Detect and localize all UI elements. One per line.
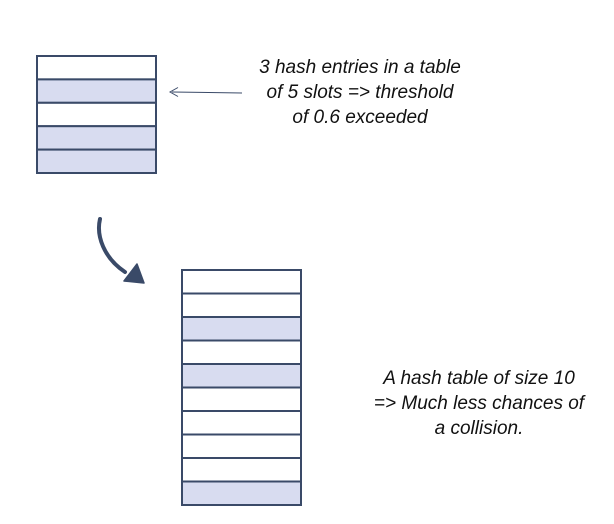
small-hash-table <box>36 55 157 175</box>
large-hash-table <box>181 269 302 506</box>
hash-slot-empty <box>181 292 302 318</box>
hash-slot-filled <box>36 125 157 151</box>
large-table-caption: A hash table of size 10 => Much less cha… <box>348 366 610 441</box>
hash-slot-empty <box>181 410 302 436</box>
caption-line: of 0.6 exceeded <box>292 107 428 128</box>
hash-slot-filled <box>36 78 157 104</box>
left-arrow-icon <box>168 87 243 97</box>
caption-line: 3 hash entries in a table <box>259 57 461 78</box>
hash-slot-empty <box>181 386 302 412</box>
curved-down-arrow-icon <box>97 217 145 284</box>
hash-slot-empty <box>181 433 302 459</box>
hash-slot-empty <box>36 101 157 128</box>
hash-slot-filled <box>181 363 302 389</box>
hash-slot-filled <box>181 316 302 342</box>
caption-line: => Much less chances of <box>373 393 585 414</box>
caption-line: of 5 slots => threshold <box>266 82 454 103</box>
hash-slot-empty <box>181 269 302 295</box>
small-table-caption: 3 hash entries in a table of 5 slots => … <box>236 55 484 130</box>
caption-line: A hash table of size 10 <box>383 368 575 389</box>
caption-line: a collision. <box>434 418 524 439</box>
hash-slot-empty <box>181 457 302 483</box>
hash-slot-filled <box>36 148 157 175</box>
hash-slot-filled <box>181 480 302 506</box>
hash-slot-empty <box>181 339 302 365</box>
hash-slot-empty <box>36 55 157 81</box>
